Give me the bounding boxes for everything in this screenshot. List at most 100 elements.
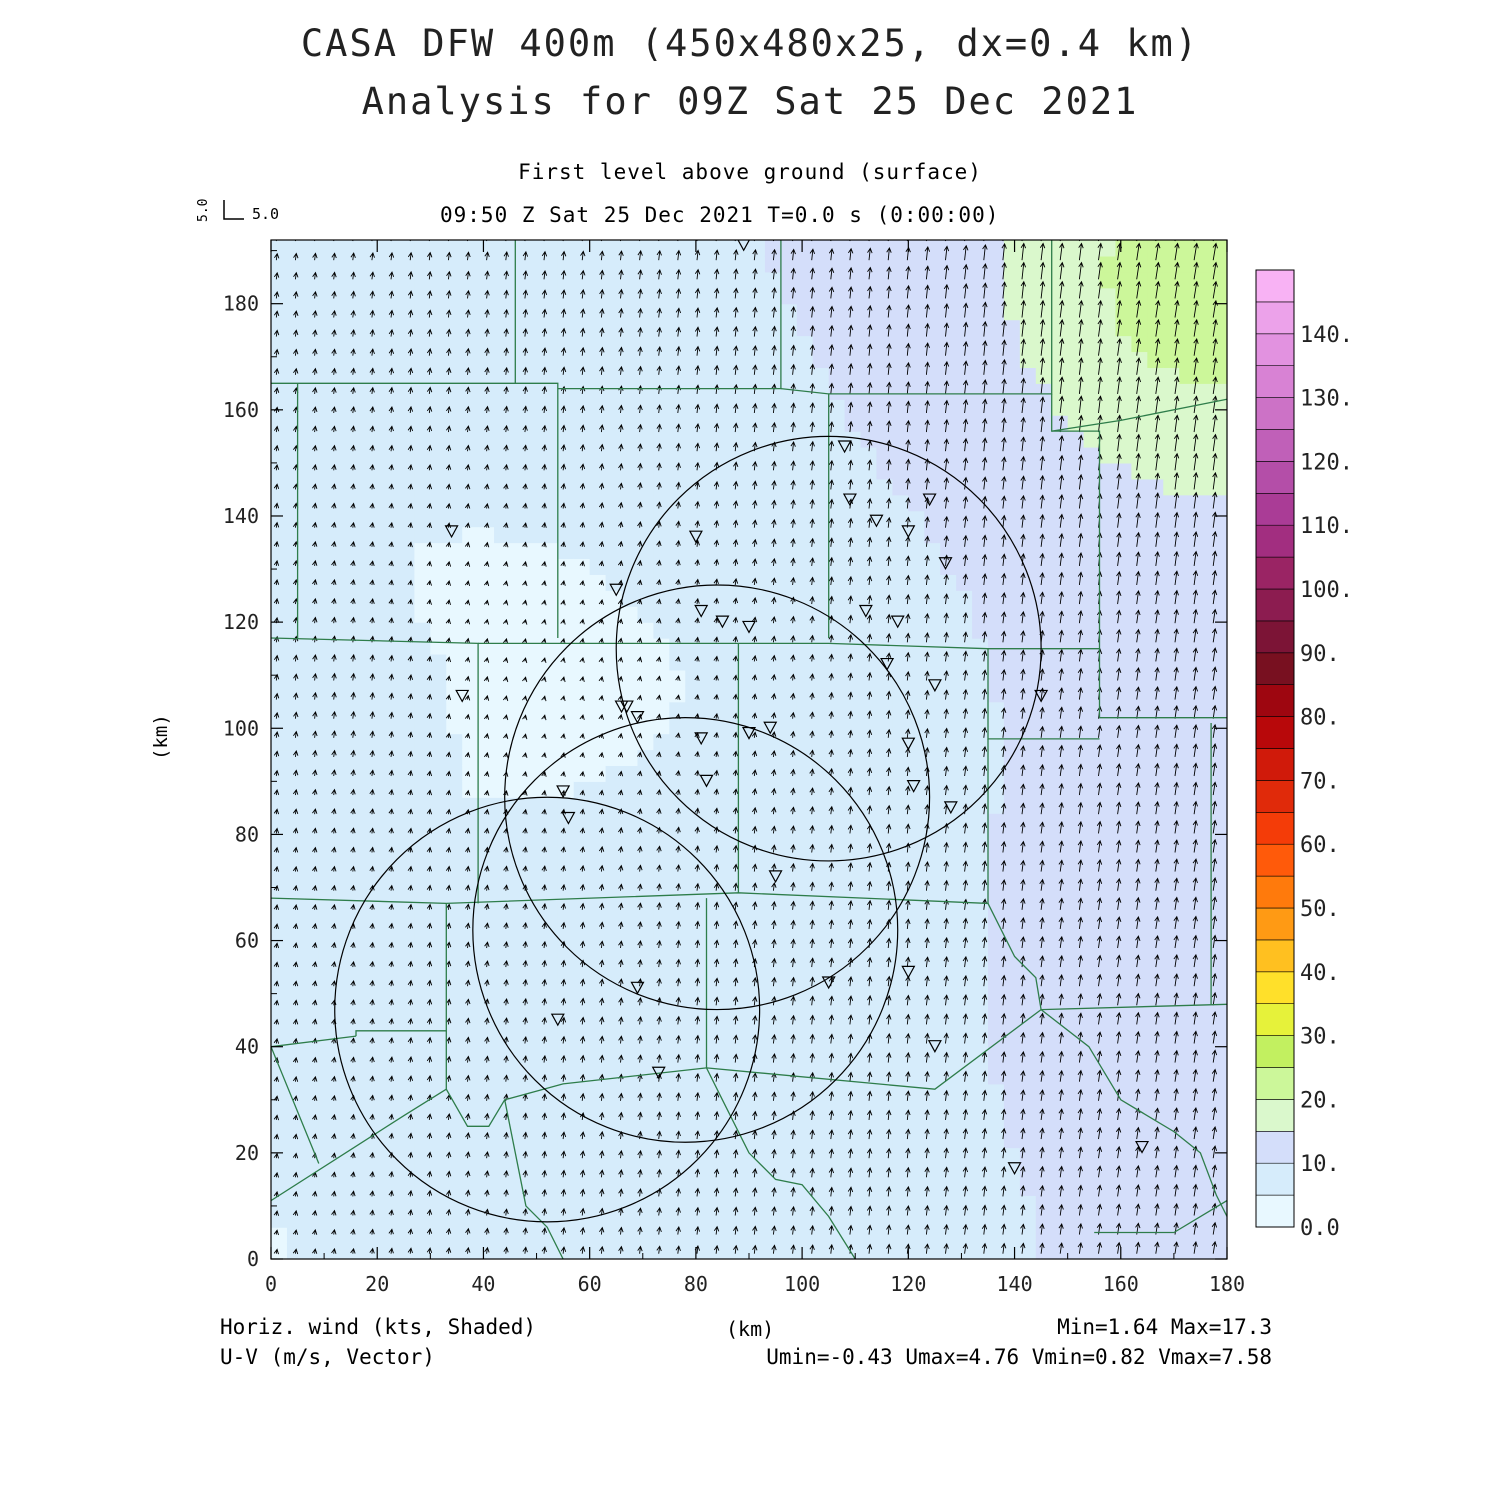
wind-vector [331,865,337,872]
shading-cell [1195,972,1212,989]
shading-cell [478,1067,495,1085]
shading-cell [1067,1195,1085,1212]
shading-cell [1083,956,1101,974]
wind-vector [541,1112,548,1120]
shading-cell [653,972,670,989]
shading-cell [828,924,846,942]
shading-cell [1083,1052,1101,1069]
wind-vector [273,348,280,356]
shading-cell [812,1004,830,1021]
shading-cell [1051,351,1069,368]
shading-cell [589,908,607,926]
wind-vector [312,463,318,471]
shading-cell [1179,972,1196,989]
shading-cell [478,526,495,544]
shading-cell [1163,1147,1180,1165]
shading-cell [860,717,878,735]
shading-cell [717,733,734,751]
shading-cell [717,876,734,894]
shading-cell [924,1179,941,1196]
shading-cell [637,1163,654,1180]
shading-cell [1035,1099,1053,1117]
shading-cell [1067,1020,1085,1037]
wind-vector [292,1229,299,1235]
shading-cell [494,908,511,926]
shading-cell [669,415,686,432]
shading-cell [940,1211,957,1228]
shading-cell [1195,749,1212,767]
shading-cell [956,908,973,926]
wind-vector [637,1245,643,1254]
shading-cell [988,526,1005,544]
shading-cell [669,1195,686,1212]
shading-cell [1067,813,1085,830]
shading-cell [589,1036,607,1053]
shading-cell [1147,781,1164,798]
shading-cell [1163,813,1180,830]
wind-vector [541,902,547,910]
shading-cell [1067,510,1085,528]
shading-cell [1035,1131,1053,1149]
shading-cell [796,653,814,671]
shading-cell [621,351,639,368]
shading-cell [1051,669,1069,687]
shading-cell [525,988,543,1005]
shading-cell [302,924,320,942]
shading-cell [1195,733,1212,751]
shading-cell [1115,1036,1132,1053]
shading-cell [988,1147,1005,1165]
shading-cell [302,797,320,814]
shading-cell [478,1131,495,1149]
shading-cell [1083,240,1101,257]
shading-cell [1019,494,1037,512]
shading-cell [733,924,750,942]
wind-vector [465,1074,471,1082]
shading-cell [892,542,909,560]
shading-cell [525,669,543,687]
shading-cell [621,335,639,353]
shading-cell [1019,669,1037,687]
wind-vector [426,444,433,452]
shading-cell [1115,1131,1132,1149]
shading-cell [1099,669,1117,687]
shading-cell [988,701,1005,719]
shading-cell [1179,319,1196,337]
shading-cell [1051,1227,1069,1244]
shading-cell [446,558,463,575]
shading-cell [382,1020,400,1037]
vector-reference-u-label: 5.0 [252,205,280,223]
wind-vector [312,1056,318,1063]
shading-cell [462,1211,479,1228]
shading-cell [541,1004,559,1021]
shading-cell [589,765,607,782]
wind-vector [503,922,509,929]
wind-vector [503,998,509,1006]
shading-cell [350,1163,368,1180]
shading-cell [653,303,670,321]
shading-cell [1099,940,1117,958]
wind-vector [273,808,280,815]
shading-cell [701,813,718,830]
shading-cell [414,367,431,384]
shading-cell [780,526,798,544]
wind-vector [331,271,337,280]
shading-cell [940,1243,957,1259]
wind-vector [407,444,414,452]
shading-cell [860,574,878,591]
shading-cell [573,940,591,958]
shading-cell [701,1211,718,1228]
shading-cell [1179,653,1196,671]
shading-cell [605,319,623,337]
shading-cell [733,638,750,655]
wind-vector [637,751,643,758]
shading-cell [271,415,288,432]
wind-vector [312,922,318,929]
shading-cell [557,956,575,974]
shading-cell [366,510,384,528]
shading-cell [1019,860,1037,878]
wind-vector [293,329,299,337]
shading-cell [1067,972,1085,989]
wind-vector [541,1054,548,1063]
shading-cell [510,303,527,321]
shading-cell [908,1067,925,1085]
